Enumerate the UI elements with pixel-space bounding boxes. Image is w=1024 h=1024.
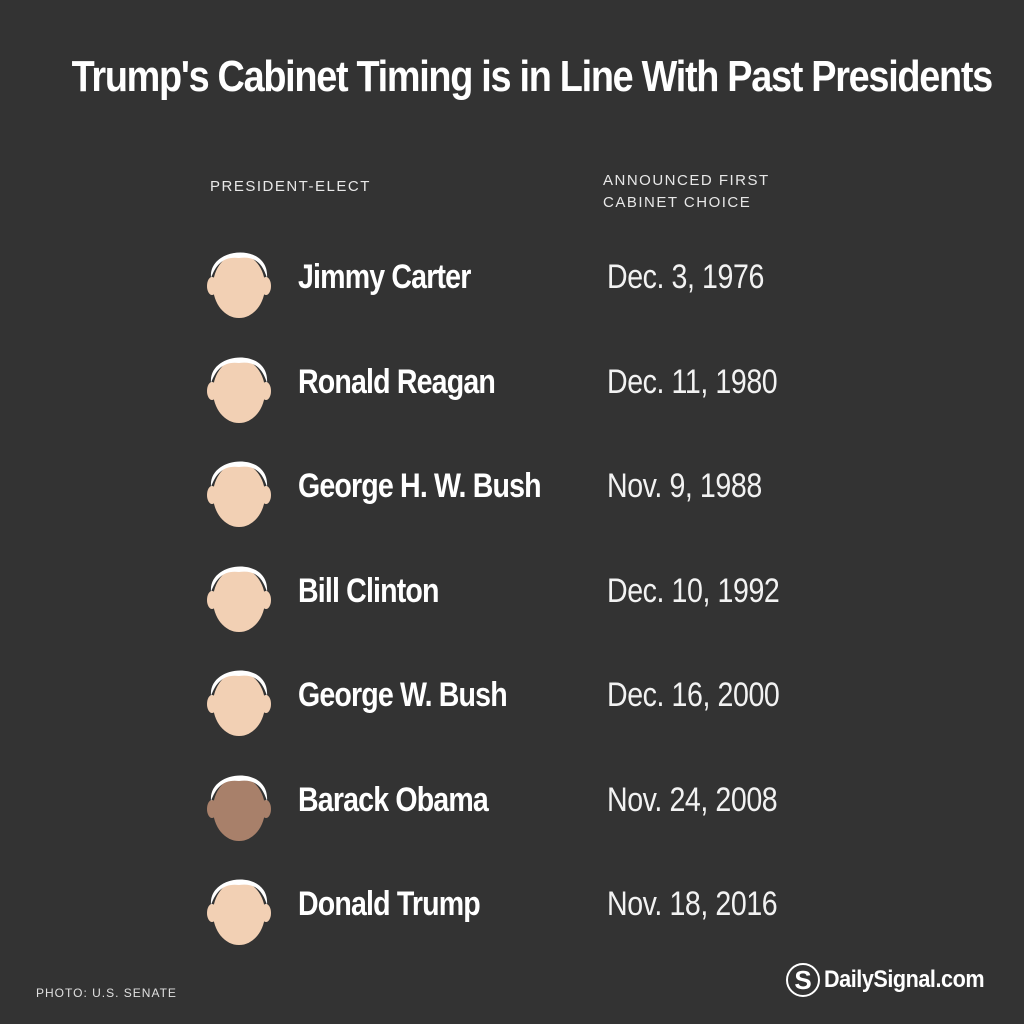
president-face-icon: [196, 341, 282, 427]
president-name: George W. Bush: [298, 676, 508, 714]
page-title: Trump's Cabinet Timing is in Line With P…: [71, 52, 994, 101]
president-name: George H. W. Bush: [298, 467, 542, 505]
president-name: Jimmy Carter: [298, 258, 471, 296]
announced-date: Nov. 9, 1988: [607, 467, 762, 505]
president-face-icon: [196, 236, 282, 322]
president-face-icon: [196, 759, 282, 845]
announced-date: Dec. 10, 1992: [607, 571, 780, 610]
president-name: Barack Obama: [298, 780, 489, 819]
president-name: Donald Trump: [298, 885, 481, 923]
logo-text: DailySignal.com: [824, 966, 985, 993]
announced-date: Nov. 18, 2016: [607, 885, 778, 923]
president-row: Jimmy Carter Dec. 3, 1976: [0, 236, 1024, 340]
president-row: George W. Bush Dec. 16, 2000: [0, 654, 1024, 758]
president-row: Ronald Reagan Dec. 11, 1980: [0, 341, 1024, 445]
daily-signal-logo: S DailySignal.com: [786, 962, 1002, 998]
president-name: Bill Clinton: [298, 571, 439, 610]
column-header-announced: ANNOUNCED FIRST CABINET CHOICE: [603, 170, 823, 214]
president-face-icon: [196, 445, 282, 531]
president-face-icon: [196, 863, 282, 949]
photo-credit: PHOTO: U.S. SENATE: [36, 986, 177, 1000]
president-face-icon: [196, 654, 282, 740]
logo-mark-icon: S: [786, 963, 820, 997]
column-header-announced-line1: ANNOUNCED FIRST: [603, 172, 770, 189]
announced-date: Dec. 3, 1976: [607, 258, 764, 296]
president-row: Donald Trump Nov. 18, 2016: [0, 863, 1024, 967]
column-header-president: PRESIDENT-ELECT: [210, 178, 371, 195]
president-name: Ronald Reagan: [298, 362, 496, 401]
president-face-icon: [196, 550, 282, 636]
president-row: George H. W. Bush Nov. 9, 1988: [0, 445, 1024, 549]
announced-date: Dec. 11, 1980: [607, 362, 778, 401]
column-header-announced-line2: CABINET CHOICE: [603, 194, 752, 211]
announced-date: Dec. 16, 2000: [607, 676, 780, 714]
president-row: Barack Obama Nov. 24, 2008: [0, 759, 1024, 863]
announced-date: Nov. 24, 2008: [607, 780, 778, 819]
president-row: Bill Clinton Dec. 10, 1992: [0, 550, 1024, 654]
